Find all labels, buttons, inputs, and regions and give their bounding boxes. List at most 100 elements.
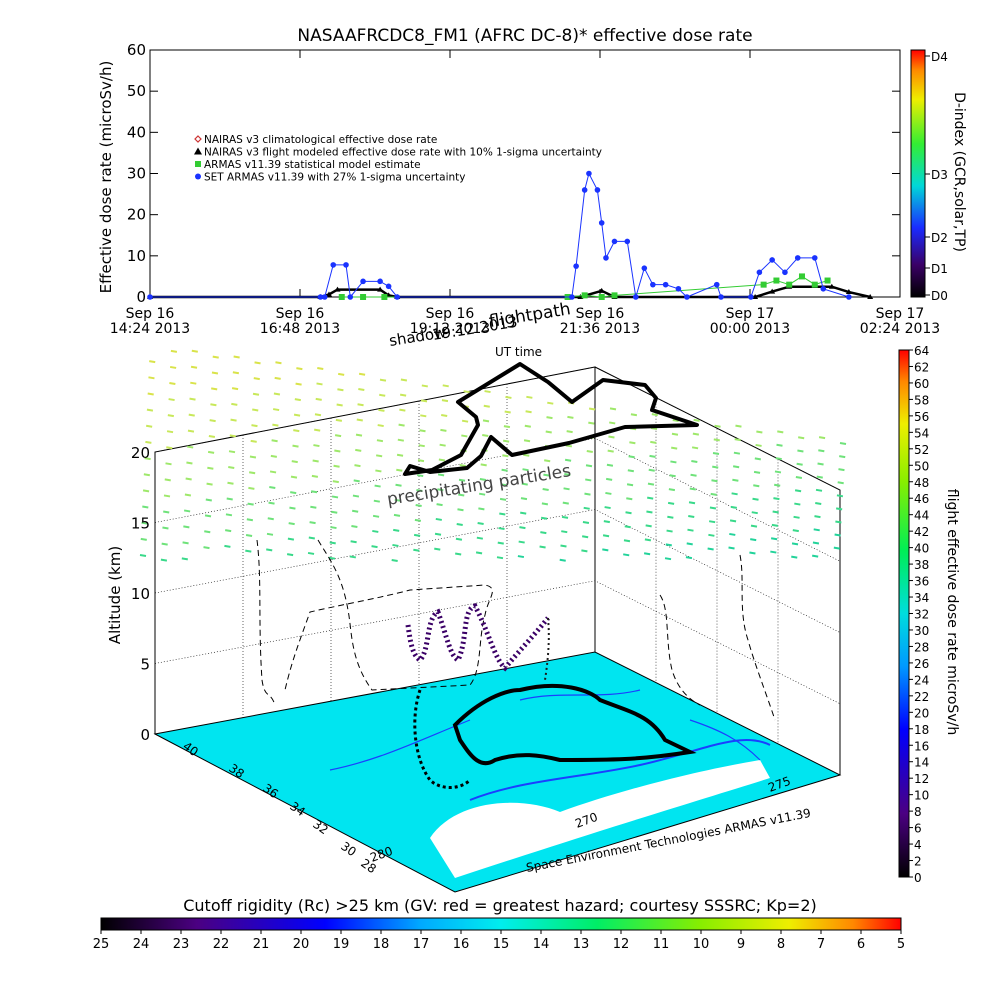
particle-mark xyxy=(770,537,778,541)
altitude-tick-label: 5 xyxy=(140,656,150,674)
particle-mark xyxy=(754,457,761,461)
cutoff-bar xyxy=(100,917,902,931)
particle-mark xyxy=(169,365,177,369)
particle-mark xyxy=(772,510,779,514)
particle-mark xyxy=(165,462,172,466)
cutoff-tick-label: 5 xyxy=(897,937,905,952)
particle-mark xyxy=(189,397,196,401)
data-point xyxy=(675,285,682,292)
data-point xyxy=(641,265,648,271)
particle-mark xyxy=(293,429,300,433)
x-tick-label-date: Sep 16 xyxy=(576,306,625,322)
data-point xyxy=(752,294,759,299)
cutoff-tick-label: 7 xyxy=(817,937,825,952)
x-tick-label-date: Sep 16 xyxy=(126,306,175,322)
particle-mark xyxy=(586,450,593,454)
particle-mark xyxy=(417,459,425,463)
particle-mark xyxy=(434,532,442,536)
cutoff-tick-label: 13 xyxy=(573,937,590,952)
particle-mark xyxy=(561,515,569,519)
particle-mark xyxy=(233,355,240,359)
particle-mark xyxy=(482,434,489,438)
particle-mark xyxy=(503,425,511,429)
particle-mark xyxy=(773,497,780,501)
particle-mark xyxy=(354,464,361,468)
particle-mark xyxy=(293,413,301,417)
particle-mark xyxy=(540,531,547,535)
particle-mark xyxy=(312,459,319,463)
dose-rate-tick-label: 16 xyxy=(914,739,929,753)
particle-mark xyxy=(353,479,360,483)
ut-time-annotation: UT time xyxy=(495,345,542,359)
particle-mark xyxy=(254,361,261,365)
particle-mark xyxy=(645,524,652,528)
cutoff-tick-label: 9 xyxy=(737,937,745,952)
particle-mark xyxy=(792,529,799,533)
data-point xyxy=(684,294,690,300)
altitude-grid-line xyxy=(154,509,841,633)
particle-mark xyxy=(184,493,192,497)
data-point xyxy=(611,292,618,299)
cutoff-tick-label: 25 xyxy=(93,937,110,952)
cutoff-colorbar: Cutoff rigidity (Rc) >25 km (GV: red = g… xyxy=(93,896,905,952)
particle-mark xyxy=(688,514,695,518)
particle-mark xyxy=(547,401,554,405)
particle-mark xyxy=(777,430,784,434)
particle-mark xyxy=(543,473,550,477)
particle-mark xyxy=(396,468,403,472)
particle-mark xyxy=(749,551,756,555)
particle-mark xyxy=(585,478,592,482)
particle-mark xyxy=(608,435,615,439)
particle-mark xyxy=(668,488,676,492)
particle-mark xyxy=(477,522,484,526)
dose-rate-tick-label: 28 xyxy=(914,640,929,654)
particle-mark xyxy=(562,501,569,505)
particle-mark xyxy=(475,551,483,555)
particle-mark xyxy=(559,558,566,562)
data-point xyxy=(811,255,818,261)
particle-mark xyxy=(733,451,741,455)
cutoff-ticks: 25 24 23 22 21 20 19 18 17 16 15 14 13 12 11 10 9 8 7 6 5 xyxy=(93,930,905,952)
d-index-tick-label: D2 xyxy=(931,231,948,245)
dose-rate-colorbar: 0246810121416182022242628303234363840424… xyxy=(898,344,960,885)
particle-mark xyxy=(582,521,590,525)
series-line-1 xyxy=(150,285,871,299)
data-point xyxy=(321,294,328,300)
particle-mark xyxy=(690,473,697,477)
particle-mark xyxy=(483,404,490,408)
particle-mark xyxy=(435,517,442,521)
particle-mark xyxy=(208,435,216,438)
particle-mark xyxy=(358,372,366,376)
particle-mark xyxy=(664,557,672,561)
particle-mark xyxy=(441,399,449,403)
particle-mark xyxy=(266,532,274,536)
particle-mark xyxy=(372,514,380,518)
particle-mark xyxy=(770,550,777,554)
data-point xyxy=(650,281,656,288)
particle-mark xyxy=(315,397,322,401)
cutoff-tick-label: 22 xyxy=(213,937,230,952)
particle-mark xyxy=(162,526,169,530)
particle-mark xyxy=(835,520,842,524)
particle-mark xyxy=(170,349,178,353)
particle-mark xyxy=(519,526,526,530)
dose-rate-ticks: 0246810121416182022242628303234363840424… xyxy=(909,344,929,885)
particle-mark xyxy=(334,449,341,453)
particle-mark xyxy=(248,486,255,490)
particle-mark xyxy=(476,536,484,540)
particle-mark xyxy=(707,547,714,551)
data-point xyxy=(347,294,354,300)
particle-mark xyxy=(606,463,614,467)
particle-mark xyxy=(374,484,381,488)
data-point xyxy=(769,288,776,294)
particle-mark xyxy=(505,395,512,399)
particle-mark xyxy=(329,541,336,545)
particle-mark xyxy=(709,506,717,510)
data-point xyxy=(581,292,588,299)
particle-mark xyxy=(289,506,296,510)
particle-mark xyxy=(376,439,384,443)
data-point xyxy=(598,294,605,300)
dose-rate-tick-label: 54 xyxy=(914,426,929,440)
data-point xyxy=(794,255,801,261)
